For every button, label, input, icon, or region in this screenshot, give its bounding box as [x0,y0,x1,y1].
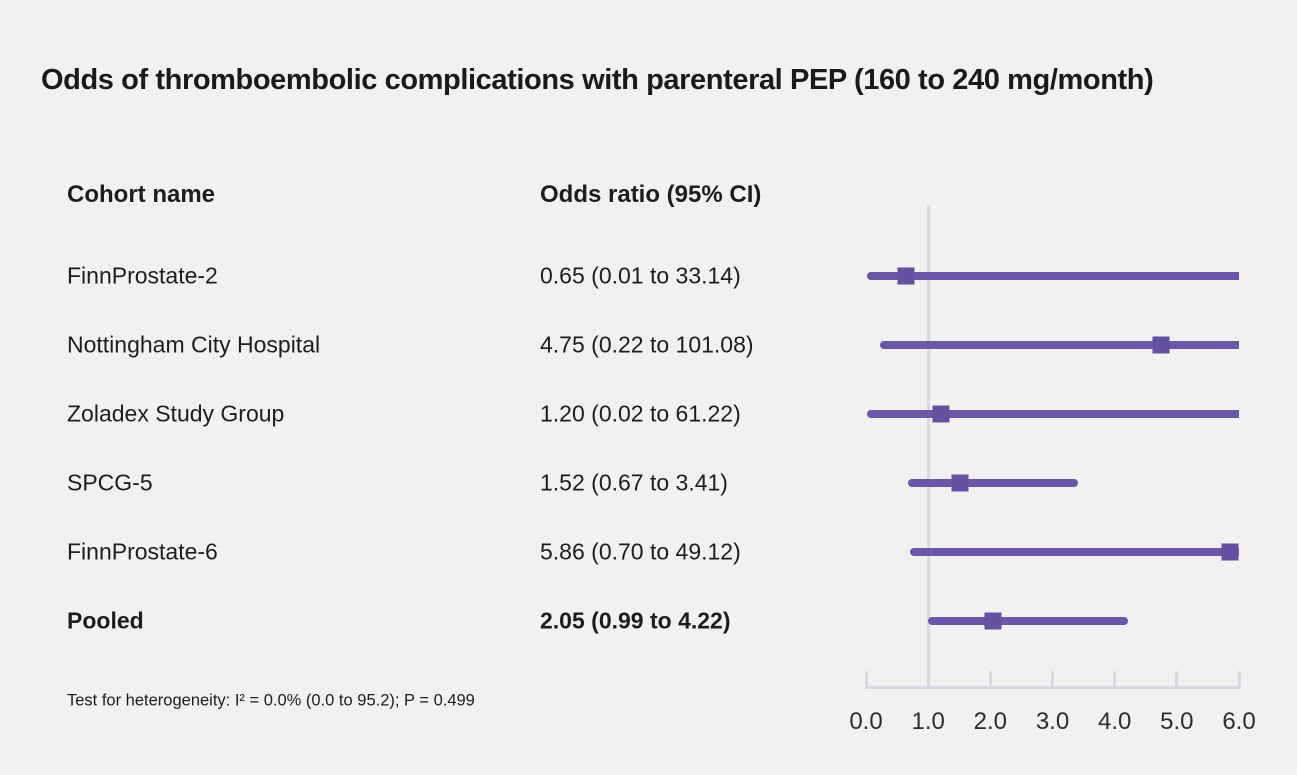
x-axis-tick [988,671,992,686]
row-cohort-label: Pooled [67,607,144,634]
column-header-cohort: Cohort name [67,181,216,208]
row-cohort-label: Zoladex Study Group [67,400,285,427]
heterogeneity-footnote: Test for heterogeneity: I² = 0.0% (0.0 t… [67,691,475,710]
chart-title: Odds of thromboembolic complications wit… [41,64,1154,96]
row-cohort-label: Nottingham City Hospital [67,331,321,358]
x-axis-tick-label: 0.0 [849,708,883,735]
x-axis-line [864,686,1241,689]
confidence-interval-line [866,272,1239,280]
odds-ratio-marker [1221,543,1239,561]
confidence-interval-line [927,617,1129,625]
reference-line [926,205,930,688]
x-axis-tick-label: 6.0 [1222,708,1256,735]
confidence-interval-line [907,479,1078,487]
column-header-odds-ratio: Odds ratio (95% CI) [540,181,762,208]
odds-ratio-marker [951,474,969,492]
x-axis-tick-label: 5.0 [1160,708,1194,735]
x-axis-tick [1113,671,1117,686]
x-axis-tick-label: 4.0 [1097,708,1132,735]
confidence-interval-line [867,410,1239,418]
x-axis-tick [1175,671,1179,686]
confidence-interval-line [909,548,1239,556]
row-odds-ratio-value: 5.86 (0.70 to 49.12) [540,538,741,565]
row-odds-ratio-value: 0.65 (0.01 to 33.14) [540,262,741,289]
odds-ratio-marker [984,612,1002,630]
row-cohort-label: SPCG-5 [67,469,153,496]
confidence-interval-line [879,341,1239,349]
row-cohort-label: FinnProstate-2 [67,262,218,289]
odds-ratio-marker [1152,336,1170,354]
x-axis-tick-label: 2.0 [973,708,1008,735]
odds-ratio-marker [897,267,915,285]
x-axis-tick-label: 3.0 [1035,708,1070,735]
x-axis-tick [926,671,930,686]
x-axis-tick [1237,671,1241,686]
x-axis-tick-label: 1.0 [911,708,945,735]
row-odds-ratio-value: 1.20 (0.02 to 61.22) [540,400,741,427]
row-cohort-label: FinnProstate-6 [67,538,218,565]
odds-ratio-marker [932,405,950,423]
x-axis-tick [1051,671,1054,686]
row-odds-ratio-value: 4.75 (0.22 to 101.08) [540,331,754,358]
row-odds-ratio-value: 2.05 (0.99 to 4.22) [540,607,731,634]
row-odds-ratio-value: 1.52 (0.67 to 3.41) [540,469,728,496]
x-axis-tick [864,671,868,686]
